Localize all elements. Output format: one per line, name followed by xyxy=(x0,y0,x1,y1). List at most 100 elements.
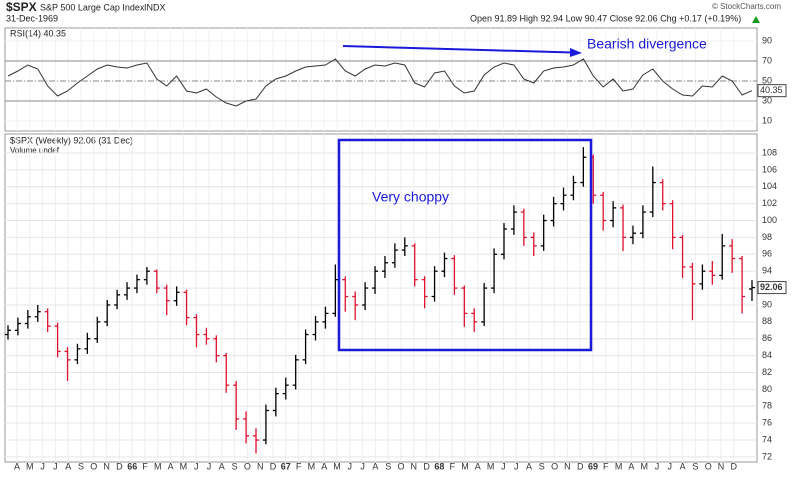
x-tick-label: J xyxy=(514,461,519,471)
x-tick-label: J xyxy=(655,461,660,471)
x-tick-label: N xyxy=(411,461,418,471)
annotation: Very choppy xyxy=(372,189,449,205)
rsi-line xyxy=(7,58,753,107)
y-tick-label: 96 xyxy=(762,249,772,259)
up-arrow-icon xyxy=(752,16,760,23)
x-tick-label: 69 xyxy=(588,461,598,471)
rsi-label: RSI(14) 40.35 xyxy=(10,28,66,38)
x-tick-label: A xyxy=(14,461,20,471)
rsi-value-box xyxy=(757,84,787,98)
x-tick-label: F xyxy=(296,461,302,471)
x-tick-label: N xyxy=(257,461,264,471)
x-tick-label: J xyxy=(207,461,212,471)
price-legend: $SPX (Weekly) 92.06 (31 Dec) xyxy=(10,135,133,145)
x-tick-label: O xyxy=(397,461,404,471)
x-tick-label: F xyxy=(603,461,609,471)
x-tick-label: F xyxy=(142,461,148,471)
y-tick-label: 70 xyxy=(762,55,772,65)
volume-legend: Volume undef xyxy=(10,146,60,155)
x-tick-label: F xyxy=(449,461,455,471)
y-tick-label: 80 xyxy=(762,384,772,394)
y-tick-label: 72 xyxy=(762,451,772,461)
divergence-arrow xyxy=(342,45,573,54)
y-tick-label: 106 xyxy=(762,164,777,174)
y-tick-label: 90 xyxy=(762,299,772,309)
y-tick-label: 102 xyxy=(762,198,777,208)
price-value-label: 92.06 xyxy=(760,282,783,292)
x-tick-label: A xyxy=(168,461,174,471)
x-tick-label: N xyxy=(103,461,110,471)
x-tick-label: N xyxy=(564,461,571,471)
x-tick-label: D xyxy=(731,461,738,471)
credit: © StockCharts.com xyxy=(712,2,781,11)
x-tick-label: D xyxy=(270,461,277,471)
y-tick-label: 78 xyxy=(762,401,772,411)
x-tick-label: S xyxy=(232,461,238,471)
rsi-value-label: 40.35 xyxy=(760,85,783,95)
y-tick-label: 108 xyxy=(762,147,777,157)
x-tick-label: M xyxy=(308,461,316,471)
y-tick-label: 100 xyxy=(762,215,777,225)
y-tick-label: 82 xyxy=(762,367,772,377)
x-tick-label: J xyxy=(53,461,58,471)
y-tick-label: 10 xyxy=(762,115,772,125)
x-tick-label: A xyxy=(526,461,532,471)
y-tick-label: 76 xyxy=(762,418,772,428)
x-tick-label: O xyxy=(90,461,97,471)
x-tick-label: J xyxy=(348,461,353,471)
x-tick-label: M xyxy=(487,461,495,471)
x-tick-label: J xyxy=(668,461,673,471)
x-tick-label: 67 xyxy=(281,461,291,471)
y-tick-label: 88 xyxy=(762,316,772,326)
x-tick-label: S xyxy=(385,461,391,471)
x-tick-label: J xyxy=(501,461,506,471)
y-tick-label: 84 xyxy=(762,350,772,360)
x-tick-label: 66 xyxy=(127,461,137,471)
price-value-box xyxy=(757,281,787,295)
y-tick-label: 50 xyxy=(762,75,772,85)
x-tick-label: M xyxy=(180,461,188,471)
x-tick-label: S xyxy=(692,461,698,471)
x-tick-label: A xyxy=(628,461,634,471)
x-tick-label: O xyxy=(551,461,558,471)
x-tick-label: A xyxy=(680,461,686,471)
y-tick-label: 98 xyxy=(762,232,772,242)
x-tick-label: S xyxy=(78,461,84,471)
choppy-box xyxy=(337,138,593,352)
x-tick-label: J xyxy=(194,461,199,471)
y-tick-label: 90 xyxy=(762,35,772,45)
x-tick-label: 68 xyxy=(434,461,444,471)
x-tick-label: D xyxy=(116,461,123,471)
x-tick-label: A xyxy=(372,461,378,471)
x-tick-label: N xyxy=(718,461,725,471)
index-name: S&P 500 Large Cap Index xyxy=(40,2,145,12)
x-tick-label: M xyxy=(461,461,469,471)
x-tick-label: J xyxy=(40,461,45,471)
y-tick-label: 94 xyxy=(762,266,772,276)
x-tick-label: M xyxy=(640,461,648,471)
y-tick-label: 30 xyxy=(762,95,772,105)
x-tick-label: A xyxy=(219,461,225,471)
quote: Open 91.89 High 92.94 Low 90.47 Close 92… xyxy=(470,13,741,23)
y-tick-label: 74 xyxy=(762,434,772,444)
x-tick-label: J xyxy=(360,461,365,471)
arrow-head xyxy=(570,48,582,57)
x-tick-label: S xyxy=(539,461,545,471)
x-tick-label: O xyxy=(244,461,251,471)
x-tick-label: A xyxy=(475,461,481,471)
x-tick-label: M xyxy=(333,461,341,471)
x-tick-label: M xyxy=(154,461,162,471)
annotation: Bearish divergence xyxy=(587,36,707,52)
x-tick-label: A xyxy=(321,461,327,471)
exchange: INDX xyxy=(144,2,166,12)
y-tick-label: 104 xyxy=(762,181,777,191)
x-tick-label: O xyxy=(705,461,712,471)
x-tick-label: D xyxy=(423,461,430,471)
x-tick-label: A xyxy=(65,461,71,471)
symbol: $SPX xyxy=(6,0,37,14)
date: 31-Dec-1969 xyxy=(6,13,58,23)
x-tick-label: M xyxy=(26,461,34,471)
x-tick-label: M xyxy=(615,461,623,471)
y-tick-label: 86 xyxy=(762,333,772,343)
